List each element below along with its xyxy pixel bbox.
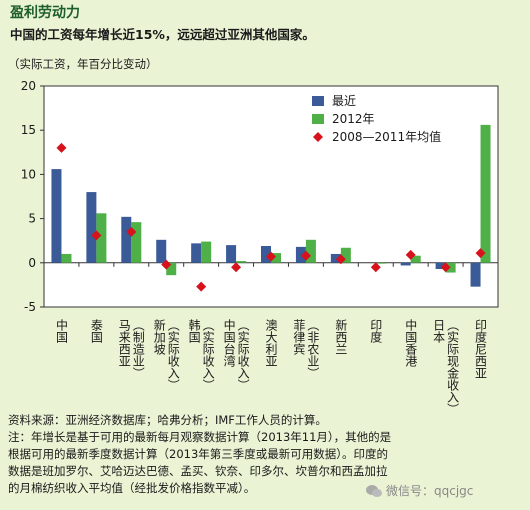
marker-avg bbox=[266, 251, 276, 262]
bar-2012 bbox=[410, 255, 421, 263]
chart-subtitle: 中国的工资每年增长近15%，远远超过亚洲其他国家。 bbox=[10, 27, 315, 42]
x-tick-label: 马来西亚 bbox=[117, 319, 131, 367]
bar-latest bbox=[261, 246, 271, 263]
x-tick-label: 印度 bbox=[369, 319, 383, 343]
source-line: 资料来源：亚洲经济数据库；哈弗分析；IMF工作人员的计算。 bbox=[8, 413, 327, 427]
x-tick-label: （实际收入） bbox=[201, 319, 215, 391]
bar-2012 bbox=[131, 222, 142, 263]
bar-2012 bbox=[445, 262, 456, 273]
bar-2012 bbox=[201, 241, 212, 263]
bar-2012 bbox=[96, 213, 107, 263]
bar-latest bbox=[295, 246, 306, 263]
bar-2012 bbox=[236, 261, 247, 263]
bar-latest bbox=[400, 262, 411, 266]
y-tick-label: 20 bbox=[21, 79, 36, 93]
wechat-icon bbox=[366, 484, 382, 497]
x-tick-label: 中国香港 bbox=[404, 318, 418, 367]
bar-2012 bbox=[271, 253, 281, 263]
marker-avg bbox=[405, 249, 416, 260]
legend-label-avg: 2008—2011年均值 bbox=[332, 129, 441, 144]
bar-latest bbox=[51, 169, 62, 263]
bar-2012 bbox=[166, 262, 177, 276]
marker-avg bbox=[126, 226, 137, 237]
bar-latest bbox=[156, 239, 167, 263]
marker-avg bbox=[91, 230, 102, 241]
source-notes: 资料来源：亚洲经济数据库；哈弗分析；IMF工作人员的计算。 注：年增长是基于可用… bbox=[8, 412, 524, 497]
x-tick-label: （非农业） bbox=[306, 319, 320, 379]
legend-label-latest: 最近 bbox=[332, 94, 356, 108]
marker-avg bbox=[300, 250, 311, 261]
watermark-text: 微信号：qqcjgc bbox=[386, 484, 474, 498]
legend-label-2012: 2012年 bbox=[332, 112, 375, 126]
legend-swatch-2012 bbox=[312, 114, 324, 124]
marker-avg bbox=[161, 259, 172, 270]
bar-2012 bbox=[61, 253, 72, 263]
x-tick-label: 中国 bbox=[54, 318, 68, 343]
bar-2012 bbox=[340, 247, 351, 263]
bar-latest bbox=[121, 216, 132, 263]
watermark: 微信号：qqcjgc bbox=[366, 482, 473, 499]
x-tick-label: （制造业） bbox=[131, 319, 145, 379]
x-tick-label: （实际收入） bbox=[166, 319, 180, 391]
marker-avg bbox=[231, 262, 242, 273]
marker-avg bbox=[370, 262, 381, 273]
y-tick-label: 15 bbox=[21, 123, 36, 137]
chart-title: 盈利劳动力 bbox=[10, 5, 80, 21]
marker-avg bbox=[440, 262, 451, 273]
x-tick-label: 澳大利亚 bbox=[264, 319, 278, 367]
x-tick-label: 日本 bbox=[432, 319, 446, 344]
unit-label: （实际工资，年百分比变动） bbox=[8, 57, 158, 71]
note-line: 数据是班加罗尔、艾哈迈达巴德、孟买、钦奈、印多尔、坎普尔和西孟加拉 bbox=[8, 464, 388, 478]
bar-2012 bbox=[375, 262, 386, 264]
x-tick-label: 中国台湾 bbox=[222, 318, 236, 368]
bar-2012 bbox=[305, 239, 316, 263]
x-tick-label: 印度尼西亚 bbox=[474, 319, 488, 379]
bar-latest bbox=[470, 262, 481, 287]
marker-avg bbox=[475, 248, 486, 259]
bar-latest bbox=[330, 253, 341, 263]
legend-swatch-avg bbox=[313, 132, 323, 142]
marker-avg bbox=[56, 142, 67, 153]
bar-latest bbox=[435, 262, 446, 269]
x-tick-label: 新加坡 bbox=[152, 318, 166, 355]
bar-latest bbox=[226, 245, 237, 263]
y-tick-label: 0 bbox=[28, 256, 36, 270]
x-tick-label: 新西兰 bbox=[334, 318, 348, 355]
x-tick-label: 泰国 bbox=[89, 319, 103, 343]
x-tick-label: （实际现金收入） bbox=[446, 319, 460, 410]
note-line: 注：年增长是基于可用的最新每月观察数据计算（2013年11月），其他的是 bbox=[8, 430, 392, 444]
note-line: 的月棉纺织收入平均值（经批发价格指数平减）。 bbox=[8, 481, 256, 495]
x-tick-label: （实际收入） bbox=[236, 319, 250, 391]
x-tick-label: 韩国 bbox=[187, 318, 201, 343]
y-tick-label: -5 bbox=[24, 300, 36, 314]
marker-avg bbox=[196, 281, 207, 292]
bar-latest bbox=[191, 243, 202, 263]
bar-2012 bbox=[480, 124, 491, 263]
note-line: 根据可用的最新季度数据计算（2013年第三季度或最新可用数据）。印度的 bbox=[8, 447, 389, 461]
plot-area bbox=[43, 85, 499, 308]
y-tick-label: 5 bbox=[28, 212, 36, 226]
legend-swatch-latest bbox=[312, 96, 324, 106]
marker-avg bbox=[335, 254, 346, 265]
bar-latest bbox=[86, 192, 97, 263]
y-tick-label: 10 bbox=[21, 167, 36, 181]
x-tick-label: 菲律宾 bbox=[292, 319, 306, 355]
